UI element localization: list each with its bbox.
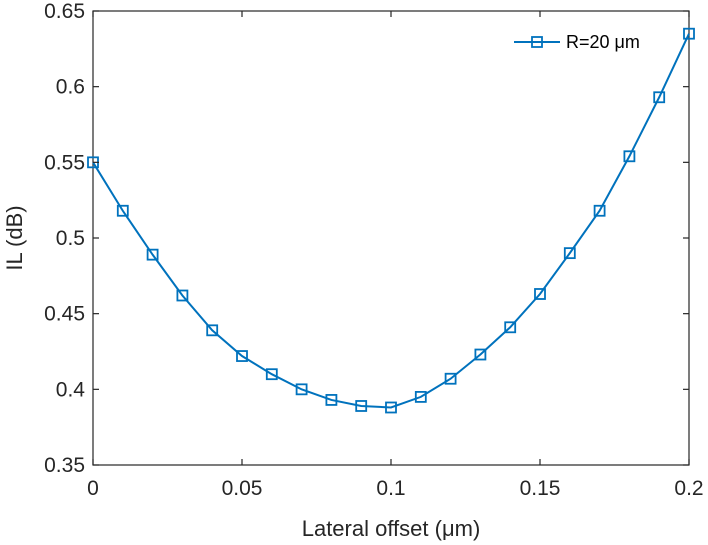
series-layer — [87, 27, 695, 414]
legend-label: R=20 μm — [566, 32, 640, 52]
data-point — [563, 247, 576, 260]
y-tick-label: 0.35 — [44, 454, 85, 477]
data-point — [206, 324, 219, 337]
x-tick-label: 0.1 — [376, 477, 405, 500]
data-point — [593, 204, 606, 217]
legend-marker — [531, 36, 543, 48]
plot-frame — [92, 10, 690, 466]
data-point — [504, 321, 517, 334]
x-tick-label: 0 — [87, 477, 99, 500]
data-point — [653, 91, 666, 104]
data-point — [176, 289, 189, 302]
y-tick-label: 0.65 — [44, 0, 85, 23]
y-tick-label: 0.5 — [56, 227, 85, 250]
plot-area — [92, 10, 690, 466]
x-tick-label: 0.05 — [222, 477, 263, 500]
y-tick-label: 0.6 — [56, 76, 85, 99]
data-point — [116, 204, 129, 217]
series-line — [92, 33, 690, 409]
x-tick-label: 0.15 — [520, 477, 561, 500]
data-point — [474, 348, 487, 361]
data-point — [236, 350, 248, 362]
y-tick-label: 0.45 — [44, 303, 85, 326]
ticks-layer: 0 0.05 0.1 0.15 0.2 0.35 0.4 0.45 0.5 0.55 0.6 0.65 — [44, 0, 703, 500]
x-tick-label: 0.2 — [674, 477, 703, 500]
data-point — [295, 383, 308, 396]
data-point — [444, 372, 457, 385]
y-tick-label: 0.55 — [44, 151, 85, 174]
data-point — [385, 401, 397, 414]
data-point — [325, 394, 338, 406]
data-point — [355, 400, 368, 412]
x-axis-label: Lateral offset (μm) — [302, 516, 481, 541]
data-point — [623, 150, 636, 163]
data-point — [683, 27, 695, 40]
y-tick-label: 0.4 — [56, 378, 86, 401]
data-point — [146, 248, 159, 261]
y-axis-label: IL (dB) — [2, 205, 27, 270]
legend: R=20 μm — [514, 32, 640, 52]
data-point — [265, 368, 278, 381]
data-point — [534, 288, 546, 300]
data-point — [414, 390, 427, 403]
